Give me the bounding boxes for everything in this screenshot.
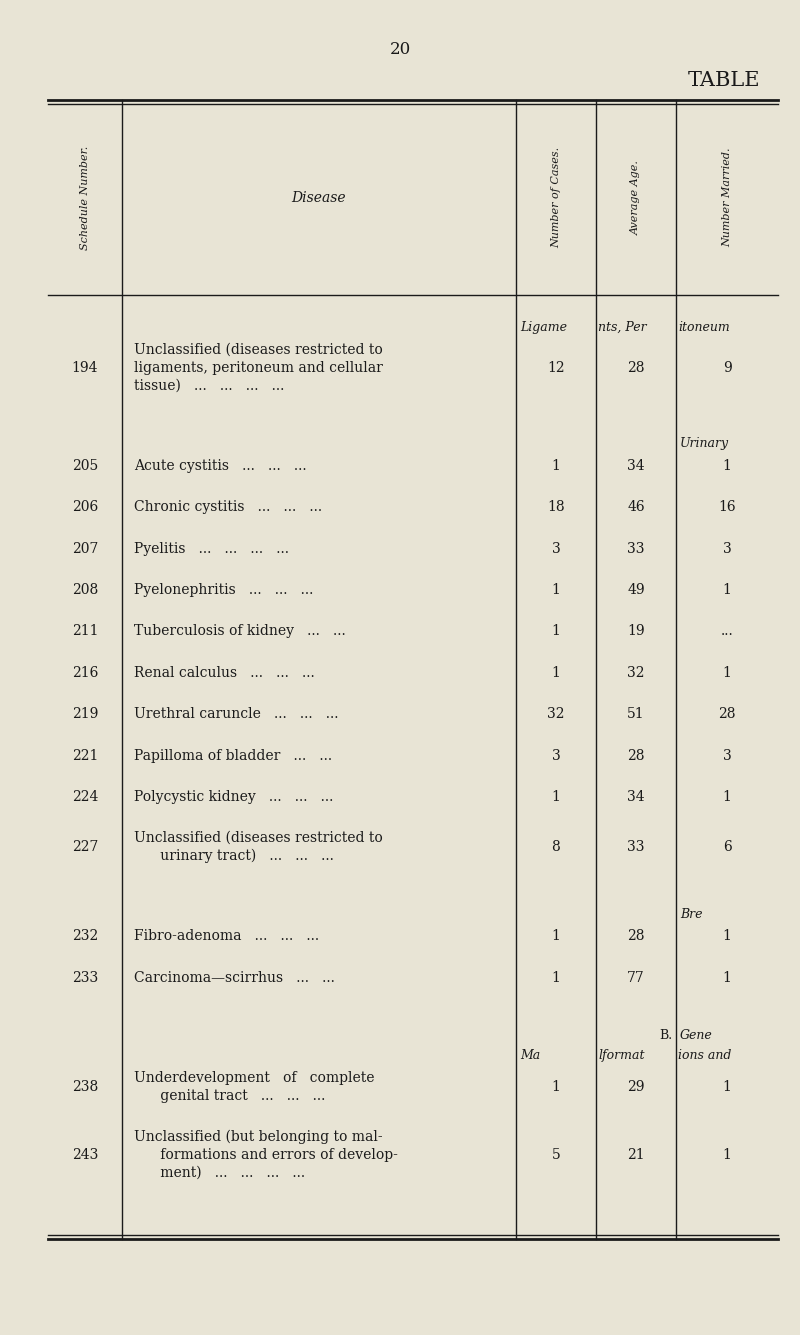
Text: Schedule Number.: Schedule Number. (80, 146, 90, 250)
Text: 1: 1 (551, 459, 561, 473)
Text: 1: 1 (551, 971, 561, 985)
Text: 51: 51 (627, 708, 645, 721)
Text: Papilloma of bladder   ...   ...: Papilloma of bladder ... ... (134, 749, 332, 762)
Text: 16: 16 (718, 501, 736, 514)
Text: 33: 33 (627, 840, 645, 854)
Text: 34: 34 (627, 459, 645, 473)
Text: 1: 1 (551, 583, 561, 597)
Text: 3: 3 (722, 749, 731, 762)
Text: ions and: ions and (678, 1049, 731, 1063)
Text: urinary tract)   ...   ...   ...: urinary tract) ... ... ... (134, 849, 334, 864)
Text: lformat: lformat (598, 1049, 645, 1063)
Text: 3: 3 (722, 542, 731, 555)
Text: ...: ... (721, 625, 734, 638)
Text: 221: 221 (72, 749, 98, 762)
Text: 12: 12 (547, 360, 565, 375)
Text: 243: 243 (72, 1148, 98, 1161)
Text: 49: 49 (627, 583, 645, 597)
Text: 1: 1 (551, 666, 561, 680)
Text: 34: 34 (627, 790, 645, 804)
Text: 208: 208 (72, 583, 98, 597)
Text: ment)   ...   ...   ...   ...: ment) ... ... ... ... (134, 1165, 305, 1180)
Text: 194: 194 (72, 360, 98, 375)
Text: Polycystic kidney   ...   ...   ...: Polycystic kidney ... ... ... (134, 790, 334, 804)
Text: Gene: Gene (680, 1029, 713, 1043)
Text: 19: 19 (627, 625, 645, 638)
Text: 1: 1 (722, 971, 731, 985)
Text: 8: 8 (552, 840, 560, 854)
Text: 207: 207 (72, 542, 98, 555)
Text: Pyelitis   ...   ...   ...   ...: Pyelitis ... ... ... ... (134, 542, 289, 555)
Text: Unclassified (but belonging to mal-: Unclassified (but belonging to mal- (134, 1129, 382, 1144)
Text: 216: 216 (72, 666, 98, 680)
Text: 227: 227 (72, 840, 98, 854)
Text: 1: 1 (722, 1148, 731, 1161)
Text: 28: 28 (627, 749, 645, 762)
Text: 77: 77 (627, 971, 645, 985)
Text: 233: 233 (72, 971, 98, 985)
Text: Ma: Ma (520, 1049, 540, 1063)
Text: 1: 1 (722, 929, 731, 944)
Text: 33: 33 (627, 542, 645, 555)
Text: 238: 238 (72, 1080, 98, 1093)
Text: Disease: Disease (292, 191, 346, 204)
Text: 224: 224 (72, 790, 98, 804)
Text: Number Married.: Number Married. (722, 148, 732, 247)
Text: Underdevelopment   of   complete: Underdevelopment of complete (134, 1071, 374, 1085)
Text: 232: 232 (72, 929, 98, 944)
Text: 205: 205 (72, 459, 98, 473)
Text: 1: 1 (551, 790, 561, 804)
Text: itoneum: itoneum (678, 322, 730, 334)
Text: TABLE: TABLE (687, 71, 760, 89)
Text: Chronic cystitis   ...   ...   ...: Chronic cystitis ... ... ... (134, 501, 322, 514)
Text: 29: 29 (627, 1080, 645, 1093)
Text: 1: 1 (551, 625, 561, 638)
Text: 28: 28 (627, 360, 645, 375)
Text: B.: B. (659, 1029, 672, 1043)
Text: 6: 6 (722, 840, 731, 854)
Text: nts, Per: nts, Per (598, 322, 646, 334)
Text: 1: 1 (551, 1080, 561, 1093)
Text: 20: 20 (390, 41, 410, 59)
Text: 18: 18 (547, 501, 565, 514)
Text: Carcinoma—scirrhus   ...   ...: Carcinoma—scirrhus ... ... (134, 971, 335, 985)
Text: 9: 9 (722, 360, 731, 375)
Text: 3: 3 (552, 542, 560, 555)
Text: Renal calculus   ...   ...   ...: Renal calculus ... ... ... (134, 666, 314, 680)
Text: Bre: Bre (680, 908, 702, 921)
Text: tissue)   ...   ...   ...   ...: tissue) ... ... ... ... (134, 379, 284, 392)
Text: Average Age.: Average Age. (631, 160, 641, 235)
Text: 1: 1 (722, 1080, 731, 1093)
Text: Ligame: Ligame (520, 322, 567, 334)
Text: 1: 1 (722, 666, 731, 680)
Text: Fibro-adenoma   ...   ...   ...: Fibro-adenoma ... ... ... (134, 929, 319, 944)
Text: 28: 28 (718, 708, 736, 721)
Text: 3: 3 (552, 749, 560, 762)
Text: 5: 5 (552, 1148, 560, 1161)
Text: 32: 32 (627, 666, 645, 680)
Text: formations and errors of develop-: formations and errors of develop- (134, 1148, 398, 1161)
Text: 211: 211 (72, 625, 98, 638)
Text: 206: 206 (72, 501, 98, 514)
Text: Unclassified (diseases restricted to: Unclassified (diseases restricted to (134, 832, 382, 845)
Text: ligaments, peritoneum and cellular: ligaments, peritoneum and cellular (134, 360, 383, 375)
Text: 32: 32 (547, 708, 565, 721)
Text: Unclassified (diseases restricted to: Unclassified (diseases restricted to (134, 343, 382, 356)
Text: Tuberculosis of kidney   ...   ...: Tuberculosis of kidney ... ... (134, 625, 346, 638)
Text: genital tract   ...   ...   ...: genital tract ... ... ... (134, 1089, 326, 1103)
Text: Number of Cases.: Number of Cases. (551, 147, 561, 248)
Text: 21: 21 (627, 1148, 645, 1161)
Text: 46: 46 (627, 501, 645, 514)
Text: Urethral caruncle   ...   ...   ...: Urethral caruncle ... ... ... (134, 708, 338, 721)
Text: Acute cystitis   ...   ...   ...: Acute cystitis ... ... ... (134, 459, 306, 473)
Text: 1: 1 (722, 459, 731, 473)
Text: 1: 1 (722, 790, 731, 804)
Text: 219: 219 (72, 708, 98, 721)
Text: Urinary: Urinary (680, 437, 729, 450)
Text: Pyelonephritis   ...   ...   ...: Pyelonephritis ... ... ... (134, 583, 314, 597)
Text: 1: 1 (722, 583, 731, 597)
Text: 1: 1 (551, 929, 561, 944)
Text: 28: 28 (627, 929, 645, 944)
